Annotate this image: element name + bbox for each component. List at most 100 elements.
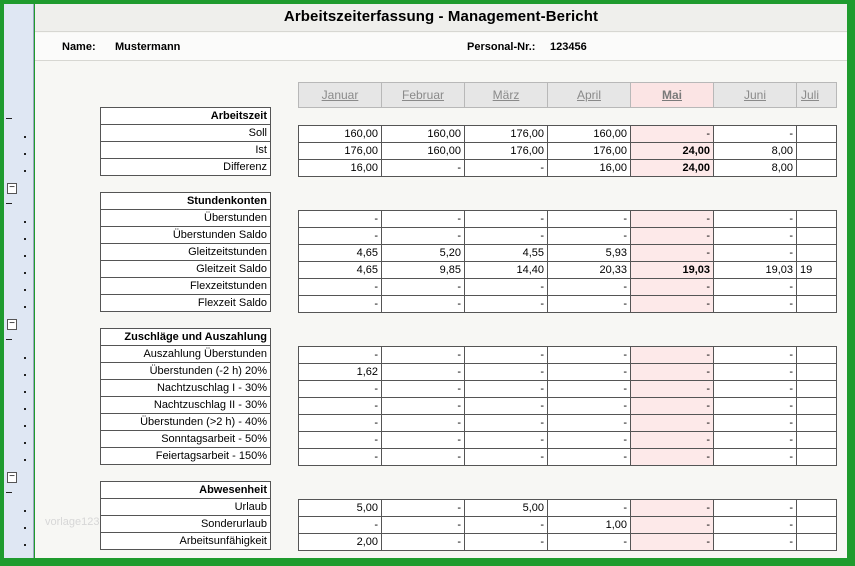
value-cell[interactable]: - (630, 431, 714, 449)
row-label[interactable]: Ist (100, 141, 271, 159)
value-cell[interactable]: - (298, 431, 382, 449)
value-cell[interactable]: 4,55 (464, 244, 548, 262)
row-label[interactable]: Nachtzuschlag I - 30% (100, 379, 271, 397)
value-cell[interactable]: - (630, 533, 714, 551)
value-cell[interactable]: 16,00 (298, 159, 382, 177)
value-cell[interactable]: - (381, 278, 465, 296)
row-label[interactable]: Flexzeitstunden (100, 277, 271, 295)
value-cell[interactable]: - (713, 278, 797, 296)
section-title[interactable]: Stundenkonten (100, 192, 271, 210)
value-cell[interactable]: 5,00 (298, 499, 382, 517)
value-cell[interactable]: - (381, 159, 465, 177)
value-cell[interactable]: - (630, 278, 714, 296)
value-cell[interactable] (796, 210, 837, 228)
value-cell[interactable]: - (713, 516, 797, 534)
value-cell[interactable]: - (464, 397, 548, 415)
value-cell[interactable] (796, 159, 837, 177)
row-label[interactable]: Urlaub (100, 498, 271, 516)
value-cell[interactable]: - (630, 295, 714, 313)
value-cell[interactable]: - (630, 414, 714, 432)
value-cell[interactable]: - (547, 533, 631, 551)
value-cell[interactable]: 160,00 (298, 125, 382, 143)
value-cell[interactable]: - (713, 295, 797, 313)
value-cell[interactable]: 19 (796, 261, 837, 279)
value-cell[interactable]: - (630, 380, 714, 398)
row-label[interactable]: Nachtzuschlag II - 30% (100, 396, 271, 414)
value-cell[interactable] (796, 278, 837, 296)
row-label[interactable]: Flexzeit Saldo (100, 294, 271, 312)
value-cell[interactable]: - (464, 516, 548, 534)
value-cell[interactable]: - (381, 210, 465, 228)
collapse-group-icon[interactable]: − (7, 472, 17, 483)
value-cell[interactable]: 9,85 (381, 261, 465, 279)
value-cell[interactable]: - (547, 414, 631, 432)
value-cell[interactable] (796, 125, 837, 143)
value-cell[interactable] (796, 295, 837, 313)
row-label[interactable]: Überstunden (>2 h) - 40% (100, 413, 271, 431)
value-cell[interactable] (796, 363, 837, 381)
value-cell[interactable]: - (381, 363, 465, 381)
row-label[interactable]: Differenz (100, 158, 271, 176)
value-cell[interactable]: - (464, 278, 548, 296)
value-cell[interactable]: - (464, 159, 548, 177)
value-cell[interactable]: - (630, 210, 714, 228)
value-cell[interactable]: - (298, 516, 382, 534)
value-cell[interactable] (796, 142, 837, 160)
value-cell[interactable]: - (298, 397, 382, 415)
value-cell[interactable]: 1,00 (547, 516, 631, 534)
row-label[interactable]: Überstunden Saldo (100, 226, 271, 244)
month-header-3[interactable]: März (464, 82, 548, 108)
value-cell[interactable] (796, 499, 837, 517)
value-cell[interactable]: - (630, 363, 714, 381)
name-value[interactable]: Mustermann (115, 41, 181, 53)
value-cell[interactable]: 20,33 (547, 261, 631, 279)
value-cell[interactable]: - (547, 499, 631, 517)
value-cell[interactable]: 24,00 (630, 142, 714, 160)
value-cell[interactable]: 160,00 (547, 125, 631, 143)
value-cell[interactable]: - (713, 125, 797, 143)
value-cell[interactable]: - (630, 397, 714, 415)
row-label[interactable]: Sonntagsarbeit - 50% (100, 430, 271, 448)
row-label[interactable]: Sonderurlaub (100, 515, 271, 533)
value-cell[interactable]: - (298, 295, 382, 313)
value-cell[interactable]: - (298, 210, 382, 228)
value-cell[interactable]: - (464, 295, 548, 313)
value-cell[interactable]: - (464, 533, 548, 551)
value-cell[interactable]: - (713, 227, 797, 245)
value-cell[interactable]: - (713, 210, 797, 228)
value-cell[interactable]: - (630, 516, 714, 534)
value-cell[interactable]: - (381, 499, 465, 517)
value-cell[interactable]: - (547, 295, 631, 313)
value-cell[interactable]: - (713, 448, 797, 466)
value-cell[interactable]: 176,00 (547, 142, 631, 160)
row-label[interactable]: Soll (100, 124, 271, 142)
value-cell[interactable]: 19,03 (713, 261, 797, 279)
value-cell[interactable]: - (713, 244, 797, 262)
month-header-4[interactable]: April (547, 82, 631, 108)
value-cell[interactable]: 160,00 (381, 142, 465, 160)
value-cell[interactable]: - (381, 295, 465, 313)
row-label[interactable]: Feiertagsarbeit - 150% (100, 447, 271, 465)
value-cell[interactable]: - (713, 414, 797, 432)
value-cell[interactable]: - (630, 448, 714, 466)
value-cell[interactable]: - (464, 346, 548, 364)
value-cell[interactable]: 19,03 (630, 261, 714, 279)
value-cell[interactable]: - (298, 346, 382, 364)
value-cell[interactable]: - (547, 278, 631, 296)
value-cell[interactable]: - (630, 227, 714, 245)
value-cell[interactable]: - (547, 431, 631, 449)
value-cell[interactable]: - (630, 125, 714, 143)
value-cell[interactable] (796, 244, 837, 262)
row-label[interactable]: Auszahlung Überstunden (100, 345, 271, 363)
value-cell[interactable]: - (547, 448, 631, 466)
value-cell[interactable] (796, 533, 837, 551)
value-cell[interactable]: 4,65 (298, 244, 382, 262)
value-cell[interactable]: - (713, 397, 797, 415)
value-cell[interactable]: 5,20 (381, 244, 465, 262)
value-cell[interactable]: 16,00 (547, 159, 631, 177)
value-cell[interactable]: - (298, 380, 382, 398)
value-cell[interactable]: - (381, 516, 465, 534)
value-cell[interactable]: - (630, 244, 714, 262)
value-cell[interactable]: - (713, 346, 797, 364)
value-cell[interactable]: - (381, 397, 465, 415)
